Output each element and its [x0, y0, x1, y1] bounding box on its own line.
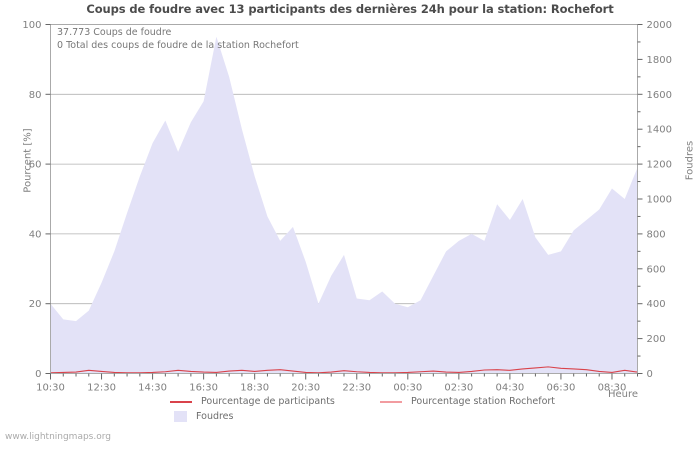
y-axis-label-right: Foudres — [684, 140, 696, 181]
legend-swatch-station-line — [380, 400, 402, 403]
legend-swatch-participants-line — [170, 400, 192, 403]
chart-legend: Pourcentage de participants Pourcentage … — [170, 394, 570, 424]
legend-label-station: Pourcentage station Rochefort — [411, 396, 556, 407]
svg-text:1000: 1000 — [647, 195, 672, 206]
annotation-station-strikes: 0 Total des coups de foudre de la statio… — [57, 40, 299, 51]
svg-text:0: 0 — [647, 369, 653, 380]
chart-title: Coups de foudre avec 13 participants des… — [86, 2, 614, 16]
legend-label-strikes: Foudres — [196, 411, 234, 422]
svg-text:0: 0 — [35, 369, 41, 380]
legend-swatch-strikes-area — [174, 411, 187, 422]
legend-label-participants: Pourcentage de participants — [201, 396, 335, 407]
legend-item-strikes: Foudres — [170, 411, 380, 422]
svg-text:02:30: 02:30 — [444, 383, 473, 394]
watermark: www.lightningmaps.org — [5, 432, 111, 442]
svg-text:1400: 1400 — [647, 125, 672, 136]
legend-item-station: Pourcentage station Rochefort — [380, 396, 555, 407]
svg-text:200: 200 — [647, 334, 666, 345]
svg-text:00:30: 00:30 — [393, 383, 422, 394]
svg-text:100: 100 — [22, 20, 41, 31]
svg-text:18:30: 18:30 — [240, 383, 269, 394]
svg-text:800: 800 — [647, 229, 666, 240]
svg-text:06:30: 06:30 — [547, 383, 576, 394]
svg-text:400: 400 — [647, 299, 666, 310]
legend-row-area: Foudres — [170, 409, 570, 424]
svg-text:80: 80 — [29, 90, 42, 101]
annotation-total-strikes: 37.773 Coups de foudre — [57, 27, 172, 38]
svg-text:14:30: 14:30 — [138, 383, 167, 394]
svg-text:40: 40 — [29, 229, 42, 240]
svg-text:1800: 1800 — [647, 55, 672, 66]
svg-text:12:30: 12:30 — [87, 383, 116, 394]
svg-text:08:30: 08:30 — [598, 383, 627, 394]
svg-text:1600: 1600 — [647, 90, 672, 101]
svg-text:2000: 2000 — [647, 20, 672, 31]
svg-text:16:30: 16:30 — [189, 383, 218, 394]
svg-text:60: 60 — [29, 160, 42, 171]
y-axis-label-left: Pourcent [%] — [22, 128, 34, 193]
svg-text:20: 20 — [29, 299, 42, 310]
legend-item-participants: Pourcentage de participants — [170, 396, 380, 407]
x-axis-label: Heure — [608, 389, 639, 400]
legend-row-lines: Pourcentage de participants Pourcentage … — [170, 394, 570, 409]
svg-text:04:30: 04:30 — [495, 383, 524, 394]
svg-text:22:30: 22:30 — [342, 383, 371, 394]
svg-text:600: 600 — [647, 264, 666, 275]
svg-text:20:30: 20:30 — [291, 383, 320, 394]
svg-text:10:30: 10:30 — [36, 383, 65, 394]
svg-text:1200: 1200 — [647, 160, 672, 171]
